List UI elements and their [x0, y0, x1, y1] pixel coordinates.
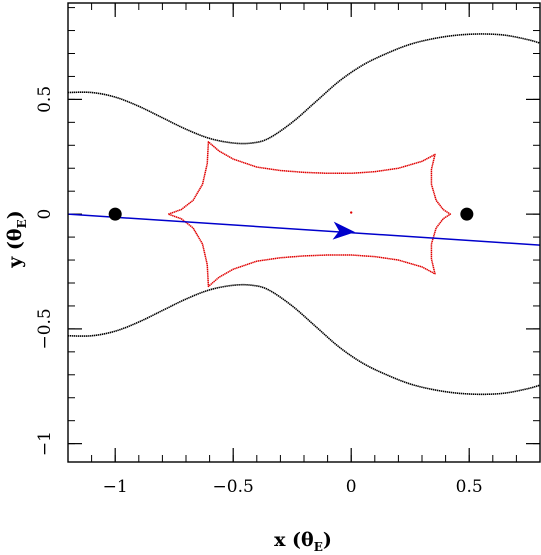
y-tick-label: 0.5: [35, 86, 55, 113]
y-tick-label: −1: [35, 431, 55, 456]
trajectory-arrow: [332, 221, 356, 240]
x-axis-label: x (θE): [274, 529, 332, 554]
y-axis-label: y (θE): [4, 210, 29, 268]
center-marker: [350, 211, 353, 214]
critical-curve-lower: [67, 283, 541, 396]
x-tick-label: 0: [346, 477, 357, 497]
plot-frame: [67, 2, 541, 463]
caustic-curve: [168, 141, 452, 288]
y-tick-labels: 0.5 0 −0.5 −1: [35, 86, 55, 456]
lens-mass-2: [460, 207, 474, 221]
y-tick-label: 0: [35, 209, 55, 220]
x-tick-label: 0.5: [456, 477, 483, 497]
source-trajectory: [67, 213, 541, 246]
lens-mass-1: [108, 207, 122, 221]
y-tick-label: −0.5: [35, 308, 55, 349]
critical-curve-upper: [67, 33, 541, 145]
minor-ticks: [68, 3, 541, 462]
major-ticks: [68, 3, 540, 462]
x-tick-labels: −1 −0.5 0 0.5: [103, 477, 483, 497]
x-tick-label: −1: [103, 477, 128, 497]
x-tick-label: −0.5: [213, 477, 254, 497]
